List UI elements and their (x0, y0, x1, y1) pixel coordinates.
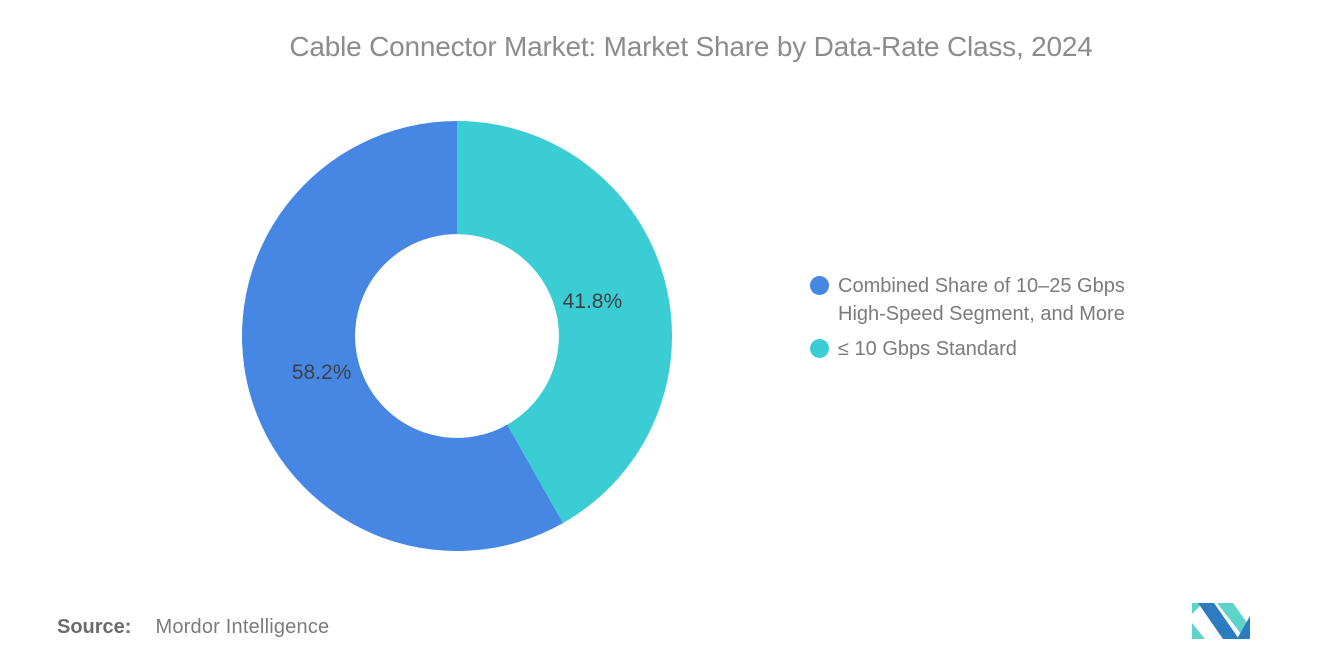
chart-legend: Combined Share of 10–25 Gbps High-Speed … (810, 272, 1125, 363)
legend-label-line-2: High-Speed Segment, and More (838, 303, 1125, 325)
legend-swatch-high-speed (810, 276, 829, 295)
legend-item-high-speed[interactable]: Combined Share of 10–25 Gbps High-Speed … (810, 272, 1125, 328)
chart-title: Cable Connector Market: Market Share by … (289, 31, 1093, 62)
legend-label-standard: ≤ 10 Gbps Standard (838, 335, 1017, 363)
legend-item-standard[interactable]: ≤ 10 Gbps Standard (810, 335, 1125, 363)
source-value: Mordor Intelligence (155, 616, 330, 638)
logo-teal-right-band (1217, 603, 1250, 639)
legend-label-line-1: ≤ 10 Gbps Standard (838, 338, 1017, 360)
source-label: Source: (57, 616, 132, 638)
slice-label-high-speed: 58.2% (292, 361, 352, 384)
donut-chart[interactable]: 41.8% 58.2% (227, 106, 687, 566)
logo-blue-right-triangle (1237, 616, 1250, 639)
logo-teal-bottom-left-triangle (1192, 623, 1205, 639)
legend-swatch-standard (810, 339, 829, 358)
source-row: Source: Mordor Intelligence (57, 616, 329, 639)
logo-blue-diagonal-band (1198, 603, 1239, 639)
mordor-intelligence-logo (1192, 603, 1250, 639)
slice-label-standard: 41.8% (563, 290, 623, 313)
legend-label-high-speed: Combined Share of 10–25 Gbps High-Speed … (838, 272, 1125, 328)
donut-slice-high-speed[interactable] (242, 121, 563, 551)
donut-slice-standard[interactable] (457, 121, 673, 524)
legend-label-line-1: Combined Share of 10–25 Gbps (838, 275, 1125, 297)
